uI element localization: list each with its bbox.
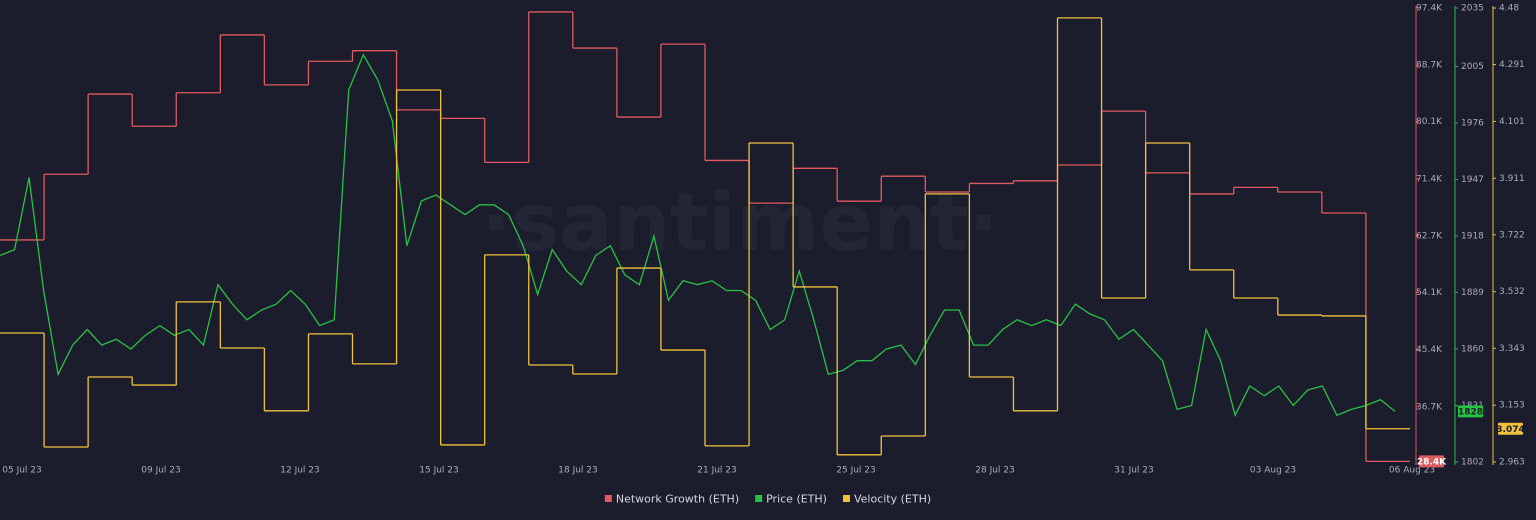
x-tick-label: 21 Jul 23	[697, 466, 737, 476]
y-tick-label: 4.101	[1499, 117, 1525, 127]
value-badge-label: 28.4K	[1417, 457, 1447, 467]
value-badge-label: 1828	[1458, 407, 1483, 417]
y-tick-label: 2005	[1461, 62, 1484, 72]
y-tick-label: 4.291	[1499, 60, 1525, 70]
legend-swatch	[842, 495, 850, 502]
y-tick-label: 54.1K	[1416, 288, 1443, 298]
y-tick-label: 4.48	[1499, 4, 1519, 14]
y-tick-label: 1802	[1461, 458, 1484, 468]
legend-label: Network Growth (ETH)	[616, 493, 739, 506]
y-tick-label: 36.7K	[1416, 402, 1443, 412]
line	[0, 53, 1396, 418]
watermark: ·santiment·	[481, 176, 999, 269]
y-tick-label: 1889	[1461, 288, 1484, 298]
x-tick-label: 25 Jul 23	[836, 466, 876, 476]
legend-swatch	[755, 495, 763, 502]
y-tick-label: 62.7K	[1416, 231, 1443, 241]
value-badge	[1419, 455, 1444, 468]
step-connector	[43, 17, 1367, 455]
x-tick-label: 09 Jul 23	[141, 466, 181, 476]
y-tick-label: 71.4K	[1416, 174, 1443, 184]
value-badge	[1458, 405, 1483, 418]
y-tick-label: 3.153	[1499, 401, 1525, 411]
legend-label: Price (ETH)	[766, 493, 827, 506]
y-tick-label: 80.1K	[1416, 117, 1443, 127]
y-tick-label: 45.4K	[1416, 345, 1443, 355]
y-tick-label: 1860	[1461, 344, 1484, 354]
value-badge-label: 3.074	[1496, 425, 1524, 435]
y-tick-label: 3.911	[1499, 174, 1525, 184]
x-tick-label: 05 Jul 23	[2, 466, 42, 476]
x-tick-label: 06 Aug 23	[1389, 466, 1435, 476]
y-tick-label: 3.532	[1499, 287, 1525, 297]
y-tick-label: 1918	[1461, 231, 1484, 241]
y-tick-label: 2.963	[1499, 458, 1525, 468]
legend-swatch	[604, 495, 612, 502]
y-tick-label: 1947	[1461, 175, 1484, 185]
x-tick-label: 18 Jul 23	[558, 466, 598, 476]
y-tick-label: 3.343	[1499, 344, 1525, 354]
x-tick-label: 31 Jul 23	[1114, 466, 1154, 476]
x-tick-label: 03 Aug 23	[1250, 466, 1296, 476]
y-tick-label: 2035	[1461, 4, 1484, 14]
x-tick-label: 12 Jul 23	[280, 466, 320, 476]
y-tick-label: 3.722	[1499, 230, 1525, 240]
y-tick-label: 88.7K	[1416, 61, 1443, 71]
value-badge	[1498, 422, 1523, 435]
x-tick-label: 28 Jul 23	[975, 466, 1015, 476]
y-tick-label: 97.4K	[1416, 4, 1443, 14]
y-tick-label: 1976	[1461, 118, 1484, 128]
legend-label: Velocity (ETH)	[854, 493, 931, 506]
x-tick-label: 15 Jul 23	[419, 466, 459, 476]
